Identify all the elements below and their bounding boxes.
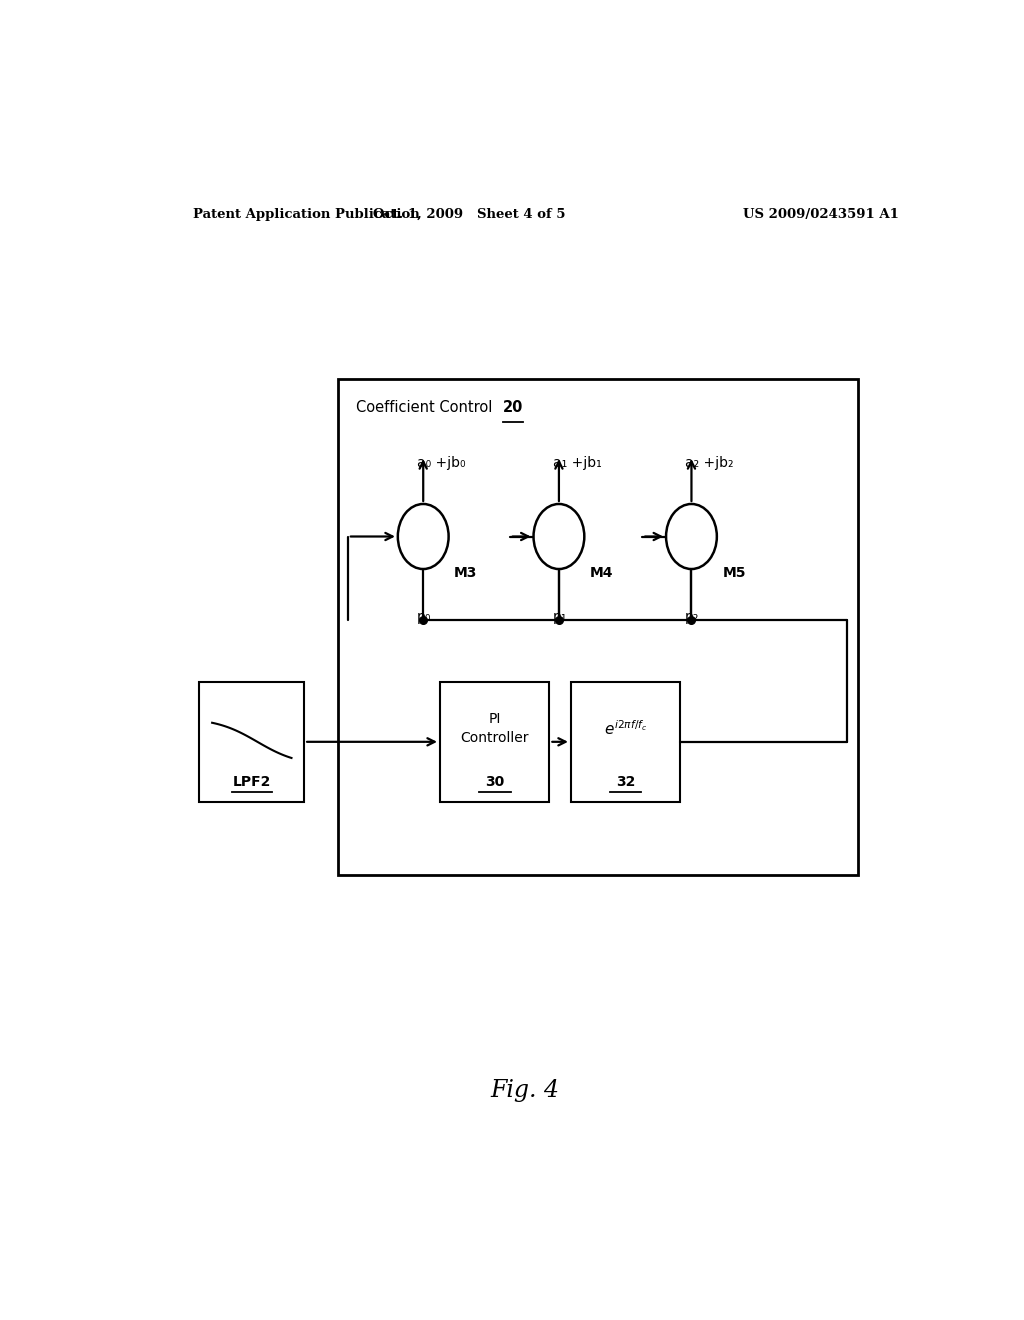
Text: p₂: p₂ [685,610,699,623]
Text: 32: 32 [615,775,635,789]
Circle shape [534,504,585,569]
Text: 30: 30 [485,775,504,789]
Text: p₀: p₀ [417,610,431,623]
Text: Coefficient Control: Coefficient Control [355,400,497,414]
Text: M4: M4 [590,566,613,579]
Bar [440,682,550,801]
Text: 20: 20 [503,400,523,414]
Text: p₁: p₁ [553,610,567,623]
Text: PI
Controller: PI Controller [461,711,528,746]
Text: LPF2: LPF2 [232,775,271,789]
Text: a₀ +jb₀: a₀ +jb₀ [417,457,465,470]
Bar [200,682,304,801]
Text: a₁ +jb₁: a₁ +jb₁ [553,457,601,470]
Text: $e^{i2\pi f/f_c}$: $e^{i2\pi f/f_c}$ [604,719,647,738]
Circle shape [666,504,717,569]
Text: a₂ +jb₂: a₂ +jb₂ [685,457,733,470]
Text: Patent Application Publication: Patent Application Publication [194,207,420,220]
Bar [570,682,680,801]
Text: M5: M5 [722,566,745,579]
Text: Fig. 4: Fig. 4 [490,1078,559,1102]
Circle shape [397,504,449,569]
Text: M3: M3 [455,566,477,579]
Text: US 2009/0243591 A1: US 2009/0243591 A1 [742,207,899,220]
Text: Oct. 1, 2009   Sheet 4 of 5: Oct. 1, 2009 Sheet 4 of 5 [373,207,565,220]
Bar [338,379,858,875]
